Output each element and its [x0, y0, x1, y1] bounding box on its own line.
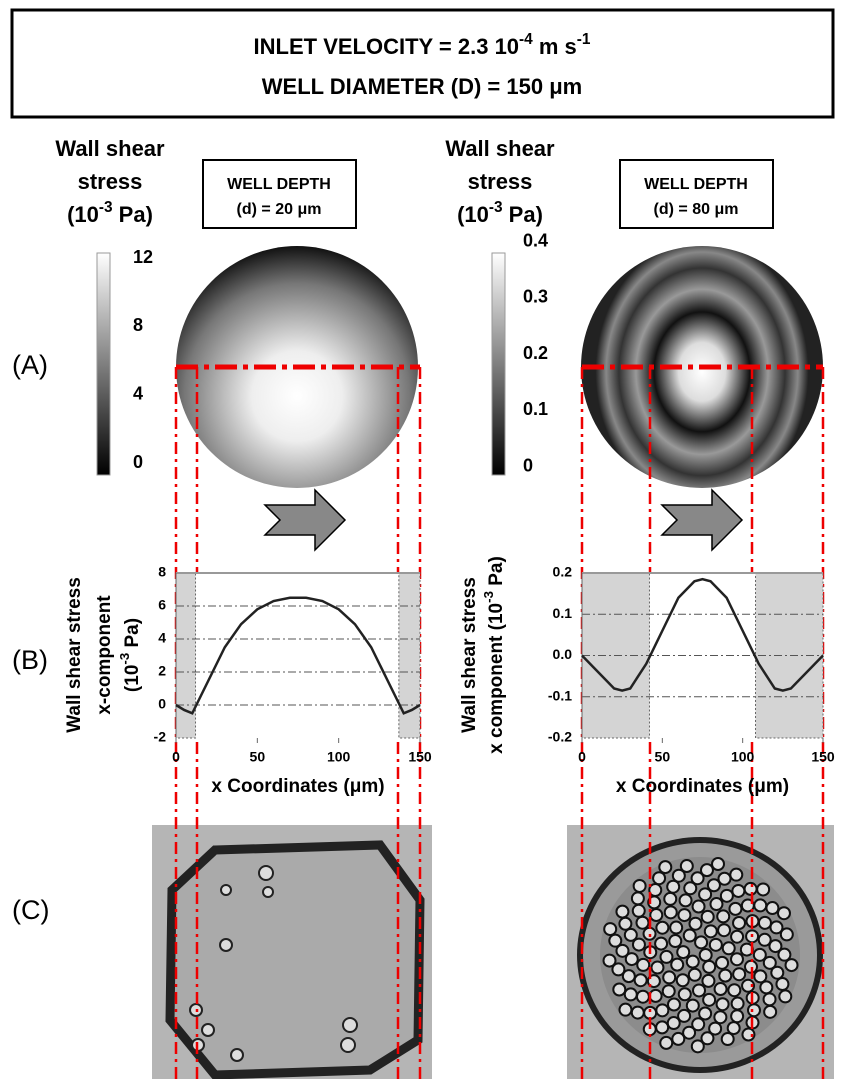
colorbar-title: stress: [78, 169, 143, 194]
colorbar: [96, 252, 111, 476]
x-tick-label: 150: [811, 749, 835, 765]
depth-label: (d) = 20 μm: [237, 201, 322, 218]
colorbar-tick-label: 0: [133, 452, 143, 472]
header-line: WELL DIAMETER (D) = 150 μm: [262, 74, 582, 99]
header-line-part: m s: [533, 34, 577, 59]
colorbar-title-part: Wall shear: [55, 136, 165, 161]
y-axis-title-part: x component (10: [486, 603, 507, 754]
y-axis-title-part: Wall shear stress: [459, 577, 480, 733]
header-line-part: -1: [577, 31, 591, 48]
panel-label: (A): [12, 350, 48, 380]
colorbar-title-part: Pa): [503, 202, 543, 227]
depth-label: WELL DEPTH: [227, 176, 331, 193]
colorbar-title-part: (10: [67, 202, 99, 227]
x-axis-title: x Coordinates (μm): [211, 776, 384, 797]
y-axis-title: Wall shear stress: [459, 577, 480, 733]
colorbar-title-part: -3: [99, 199, 113, 216]
y-axis-title: (10-3 Pa): [117, 618, 143, 692]
colorbar-title: Wall shear: [55, 136, 165, 161]
colorbar-tick-label: 4: [133, 383, 143, 403]
data-line: [581, 577, 824, 692]
y-axis-title-part: -3: [117, 653, 132, 665]
colorbar-title-part: stress: [468, 169, 533, 194]
x-tick-label: 150: [408, 749, 432, 765]
colorbar-title-part: (10: [457, 202, 489, 227]
y-tick-label: -2: [154, 729, 167, 745]
depth-box: [619, 159, 774, 229]
micrograph: [152, 825, 432, 1079]
y-axis-title: Wall shear stress: [64, 577, 85, 733]
y-axis-title-part: -3: [481, 591, 496, 603]
x-tick-label: 0: [172, 749, 180, 765]
depth-box: [202, 159, 357, 229]
colorbar-title-part: stress: [78, 169, 143, 194]
colorbar-title: stress: [468, 169, 533, 194]
flow-arrow: [263, 488, 347, 552]
y-tick-label: 0.0: [553, 646, 573, 662]
header-box: [10, 8, 835, 119]
x-tick-label: 100: [327, 749, 351, 765]
header-line-part: -4: [519, 31, 533, 48]
y-tick-label: 4: [158, 630, 166, 646]
x-tick-label: 100: [731, 749, 755, 765]
depth-label: WELL DEPTH: [644, 176, 748, 193]
x-tick-label: 50: [250, 749, 266, 765]
y-axis-title-part: Wall shear stress: [64, 577, 85, 733]
y-tick-label: 0.1: [553, 605, 573, 621]
y-axis-title: x-component: [94, 595, 115, 715]
plot-area: [176, 573, 420, 738]
colorbar-tick-label: 0.1: [523, 399, 548, 419]
panel-label: (B): [12, 645, 48, 675]
colorbar-title: (10-3 Pa): [457, 199, 543, 227]
y-axis-title-part: x-component: [94, 595, 115, 715]
colorbar-title: (10-3 Pa): [67, 199, 153, 227]
colorbar-tick-label: 8: [133, 315, 143, 335]
y-axis-title-part: Pa): [122, 618, 143, 653]
colorbar-tick-label: 0: [523, 455, 533, 475]
y-axis-title: x component (10-3 Pa): [481, 556, 507, 754]
y-axis-title-part: Pa): [486, 556, 507, 591]
y-axis-title-part: (10: [122, 665, 143, 692]
shaded-region: [398, 572, 421, 739]
x-axis-title: x Coordinates (μm): [616, 776, 789, 797]
colorbar-tick-label: 0.4: [523, 231, 548, 251]
colorbar-title-part: -3: [489, 199, 503, 216]
y-tick-label: 8: [158, 564, 166, 580]
y-tick-label: -0.1: [548, 687, 572, 703]
data-line: [175, 596, 421, 715]
depth-label: (d) = 80 μm: [654, 201, 739, 218]
y-tick-label: 0: [158, 696, 166, 712]
header-line: INLET VELOCITY = 2.3 10-4 m s-1: [254, 31, 591, 59]
colorbar-title-part: Wall shear: [445, 136, 555, 161]
panel-label: (C): [12, 895, 49, 925]
micrograph: [567, 825, 834, 1079]
y-tick-label: 6: [158, 597, 166, 613]
y-tick-label: 2: [158, 663, 166, 679]
colorbar-title-part: Pa): [113, 202, 153, 227]
x-tick-label: 50: [655, 749, 671, 765]
colorbar-title: Wall shear: [445, 136, 555, 161]
y-tick-label: 0.2: [553, 564, 573, 580]
colorbar-tick-label: 0.2: [523, 343, 548, 363]
flow-arrow: [660, 488, 744, 552]
colorbar-tick-label: 12: [133, 247, 153, 267]
x-tick-label: 0: [578, 749, 586, 765]
colorbar: [491, 252, 506, 476]
header-line-part: INLET VELOCITY = 2.3 10: [254, 34, 520, 59]
header-line-part: WELL DIAMETER (D) = 150 μm: [262, 74, 582, 99]
colorbar-tick-label: 0.3: [523, 287, 548, 307]
y-tick-label: -0.2: [548, 729, 572, 745]
